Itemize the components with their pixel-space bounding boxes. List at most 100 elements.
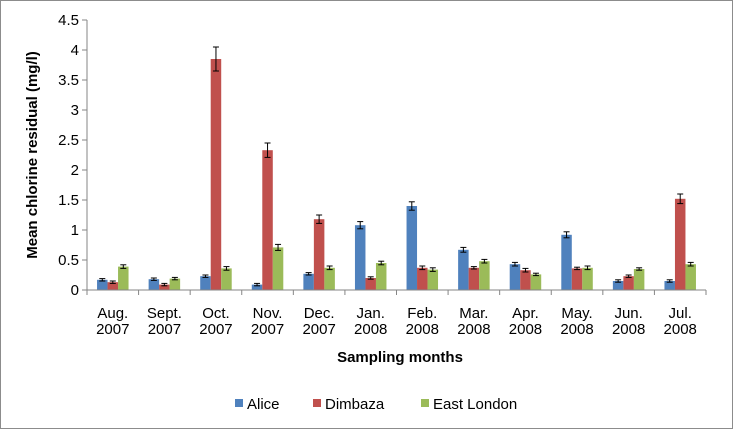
x-tick-label: May. 2008 [560, 305, 593, 338]
bar-alice [509, 264, 521, 290]
error-bar [254, 282, 261, 287]
bar-alice [251, 284, 263, 290]
error-bar [99, 278, 106, 282]
bar-dimbaza [159, 284, 170, 290]
y-tick-label: 1.5 [58, 192, 79, 209]
error-bar [326, 265, 333, 271]
bar-alice [406, 206, 418, 290]
error-bar [563, 231, 570, 239]
bars-layer [97, 59, 696, 290]
legend-item: East London [421, 396, 517, 413]
x-axis-title: Sampling months [337, 349, 463, 366]
bar-alice [148, 279, 160, 290]
error-bar [109, 280, 116, 284]
bar-east-london [427, 269, 439, 290]
legend-item: Alice [235, 396, 280, 413]
error-bar [357, 221, 364, 230]
y-tick-label: 0 [71, 282, 79, 299]
bar-alice [561, 234, 572, 290]
bar-dimbaza [107, 282, 119, 290]
x-tick-label: Sept. 2007 [147, 305, 182, 338]
x-tick-label: Jun. 2008 [612, 305, 645, 338]
x-tick-label: Jul. 2008 [664, 305, 697, 338]
y-ticks-layer: 0 0.5 1 1.5 2 2.5 3 3.5 4 4.5 [58, 12, 87, 299]
error-bar [202, 274, 209, 278]
legend-swatch [313, 399, 321, 407]
bar-east-london [530, 274, 542, 290]
y-tick-label: 3.5 [58, 72, 79, 89]
bar-east-london [324, 267, 335, 290]
bar-east-london [633, 269, 645, 290]
bar-dimbaza [365, 278, 376, 290]
legend-item: Dimbaza [313, 396, 385, 413]
error-bar [615, 279, 622, 283]
x-tick-label: Nov. 2007 [251, 305, 284, 338]
error-bar [408, 201, 415, 211]
bar-alice [458, 249, 469, 290]
error-bar [120, 264, 127, 269]
error-bar [171, 276, 178, 281]
error-bar [470, 266, 477, 270]
y-tick-label: 4 [71, 42, 79, 59]
error-bar [161, 282, 168, 287]
bar-alice [303, 273, 314, 290]
x-tick-label: Jan. 2008 [354, 305, 387, 338]
y-tick-label: 4.5 [58, 12, 79, 29]
error-bar [212, 46, 219, 72]
bar-east-london [685, 264, 696, 290]
bar-east-london [582, 267, 593, 290]
error-bar [305, 272, 312, 276]
bar-alice [612, 281, 624, 290]
bar-east-london [479, 261, 490, 290]
bar-dimbaza [674, 198, 686, 290]
x-tick-label: Oct. 2007 [199, 305, 232, 338]
bar-dimbaza [313, 219, 325, 290]
error-bar [378, 260, 385, 266]
x-tick-label: Apr. 2008 [509, 305, 542, 338]
error-bar [584, 265, 591, 271]
error-bar [460, 246, 467, 253]
bar-alice [664, 281, 675, 290]
x-tick-label: Aug. 2007 [96, 305, 129, 338]
error-bar [150, 277, 157, 281]
bar-alice [200, 276, 211, 290]
x-tick-label: Mar. 2008 [457, 305, 490, 338]
error-bar [625, 274, 632, 278]
error-bar [677, 193, 684, 205]
bar-east-london [118, 266, 129, 290]
x-ticks-layer: Aug. 2007 Sept. 2007 Oct. 2007 Nov. 2007 Dec. 200… [86, 290, 707, 338]
legend-swatch [421, 399, 429, 407]
error-bar [419, 265, 426, 271]
error-bar [264, 142, 271, 158]
legend-label: East London [433, 396, 517, 413]
y-tick-label: 2 [71, 162, 79, 179]
y-tick-label: 1 [71, 222, 79, 239]
y-tick-label: 2.5 [58, 132, 79, 149]
error-bar [687, 261, 694, 267]
error-bars-layer [99, 46, 694, 287]
error-bar [429, 267, 436, 272]
error-bar [481, 258, 488, 264]
bar-dimbaza [262, 150, 273, 290]
bar-dimbaza [520, 270, 531, 290]
y-axis-title: Mean chlorine residual (mg/l) [24, 51, 41, 259]
y-tick-label: 0.5 [58, 252, 79, 269]
axes-layer [86, 20, 706, 291]
x-tick-label: Dec. 2007 [302, 305, 335, 338]
bar-dimbaza [468, 267, 480, 290]
bar-east-london [375, 263, 387, 290]
error-bar [275, 243, 282, 251]
error-bar [522, 267, 529, 273]
legend-label: Alice [247, 396, 280, 413]
error-bar [223, 266, 230, 271]
bar-dimbaza [210, 59, 222, 290]
error-bar [666, 279, 673, 283]
error-bar [367, 276, 374, 280]
bar-east-london [221, 268, 232, 290]
error-bar [316, 214, 323, 224]
bar-east-london [272, 247, 284, 290]
y-tick-label: 3 [71, 102, 79, 119]
legend-label: Dimbaza [325, 396, 385, 413]
